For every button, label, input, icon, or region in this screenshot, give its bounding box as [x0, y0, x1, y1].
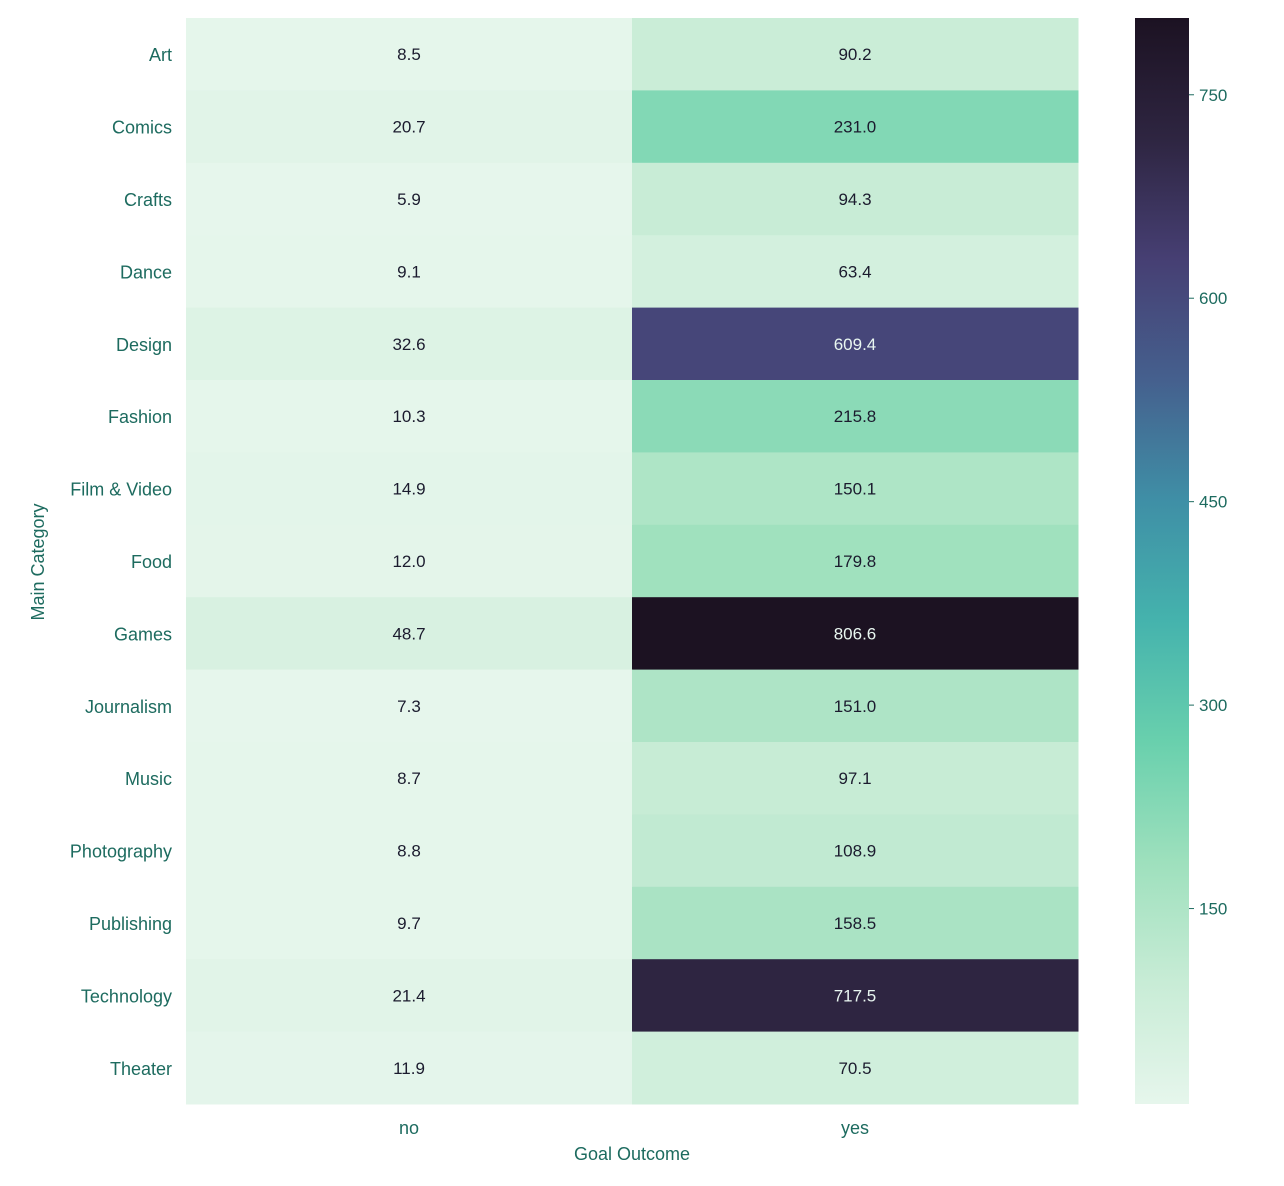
cell-value-label: 11.9	[393, 1059, 425, 1078]
colorbar-tick-label: 750	[1199, 86, 1227, 105]
heatmap-cell	[632, 235, 1079, 309]
heatmap-cell	[186, 814, 633, 888]
x-tick-label: no	[399, 1118, 419, 1138]
heatmap-cell	[186, 90, 633, 164]
cell-value-label: 179.8	[834, 552, 877, 571]
heatmap-cell	[186, 162, 633, 236]
y-tick-label: Games	[114, 624, 172, 644]
heatmap-cell	[632, 90, 1079, 164]
cell-value-label: 8.8	[397, 842, 421, 861]
colorbar-tick-label: 300	[1199, 696, 1227, 715]
heatmap-cell	[186, 597, 633, 671]
colorbar: 150 300 450 600 750	[1135, 18, 1227, 1104]
y-tick-label: Crafts	[124, 190, 172, 210]
y-tick-label: Publishing	[89, 914, 172, 934]
heatmap-cell	[632, 380, 1079, 453]
cell-value-label: 9.7	[397, 914, 421, 933]
cell-value-label: 9.1	[397, 262, 421, 281]
cell-value-label: 108.9	[834, 842, 877, 861]
y-axis-title: Main Category	[28, 503, 48, 620]
colorbar-gradient	[1135, 18, 1189, 1104]
heatmap-cell	[632, 742, 1079, 815]
heatmap-cell	[632, 307, 1079, 381]
y-tick-label: Design	[116, 335, 172, 355]
cell-value-label: 12.0	[392, 552, 425, 571]
heatmap-cell	[186, 886, 633, 960]
y-tick-label: Fashion	[108, 407, 172, 427]
cell-value-label: 20.7	[392, 118, 425, 137]
colorbar-tick-label: 450	[1199, 493, 1227, 512]
heatmap-cell	[186, 959, 633, 1033]
heatmap-cell	[632, 959, 1079, 1033]
x-axis-title: Goal Outcome	[574, 1144, 690, 1164]
x-axis-tick-labels: no yes	[399, 1118, 869, 1138]
heatmap-cell	[186, 235, 633, 309]
y-tick-label: Film & Video	[70, 480, 172, 500]
colorbar-tick-label: 150	[1199, 900, 1227, 919]
heatmap-cell	[632, 597, 1079, 671]
cell-value-label: 21.4	[392, 986, 425, 1005]
heatmap-cell	[632, 162, 1079, 236]
y-tick-label: Technology	[81, 986, 172, 1006]
heatmap-cell	[186, 1031, 633, 1105]
cell-value-label: 609.4	[834, 335, 877, 354]
y-axis-tick-labels: Art Comics Crafts Dance Design Fashion Film & …	[70, 45, 172, 1079]
y-tick-label: Photography	[70, 842, 172, 862]
cell-value-label: 32.6	[392, 335, 425, 354]
cell-value-labels: 8.5 90.2 20.7 231.0 5.9 94.3 9.1 63.4 32.6 609.4 1…	[392, 45, 876, 1078]
heatmap-cell	[632, 524, 1079, 598]
heatmap-cell	[186, 452, 633, 526]
y-tick-label: Music	[125, 769, 172, 789]
heatmap-cell	[632, 18, 1079, 91]
cell-value-label: 231.0	[834, 118, 877, 137]
heatmap-cell	[632, 1031, 1079, 1105]
cell-value-label: 63.4	[838, 262, 871, 281]
cell-value-label: 7.3	[397, 697, 421, 716]
cell-value-label: 215.8	[834, 407, 877, 426]
cell-value-label: 90.2	[838, 45, 871, 64]
heatmap-cell	[186, 524, 633, 598]
cell-value-label: 151.0	[834, 697, 877, 716]
cell-value-label: 97.1	[838, 769, 871, 788]
y-tick-label: Dance	[120, 262, 172, 282]
cell-value-label: 717.5	[834, 986, 877, 1005]
cell-value-label: 48.7	[392, 624, 425, 643]
y-tick-label: Theater	[110, 1059, 172, 1079]
heatmap-cell	[632, 886, 1079, 960]
cell-value-label: 10.3	[392, 407, 425, 426]
cell-value-label: 8.7	[397, 769, 421, 788]
cell-value-label: 14.9	[392, 480, 425, 499]
y-tick-label: Journalism	[85, 697, 172, 717]
cell-value-label: 5.9	[397, 190, 421, 209]
x-tick-label: yes	[841, 1118, 869, 1138]
cell-value-label: 150.1	[834, 480, 877, 499]
cell-value-label: 8.5	[397, 45, 421, 64]
cell-value-label: 70.5	[838, 1059, 871, 1078]
heatmap-cell	[186, 742, 633, 815]
colorbar-ticks: 150 300 450 600 750	[1189, 86, 1227, 919]
colorbar-tick-label: 600	[1199, 289, 1227, 308]
heatmap-cell	[632, 452, 1079, 526]
heatmap-cell	[186, 380, 633, 453]
heatmap-cell	[186, 307, 633, 381]
cell-value-label: 806.6	[834, 624, 877, 643]
cell-value-label: 158.5	[834, 914, 877, 933]
y-tick-label: Comics	[112, 118, 172, 138]
heatmap-cell	[632, 669, 1079, 743]
heatmap-cell	[186, 669, 633, 743]
heatmap-cells	[186, 18, 1079, 1105]
heatmap-cell	[632, 814, 1079, 888]
y-tick-label: Food	[131, 552, 172, 572]
cell-value-label: 94.3	[838, 190, 871, 209]
heatmap-cell	[186, 18, 633, 91]
y-tick-label: Art	[149, 45, 172, 65]
